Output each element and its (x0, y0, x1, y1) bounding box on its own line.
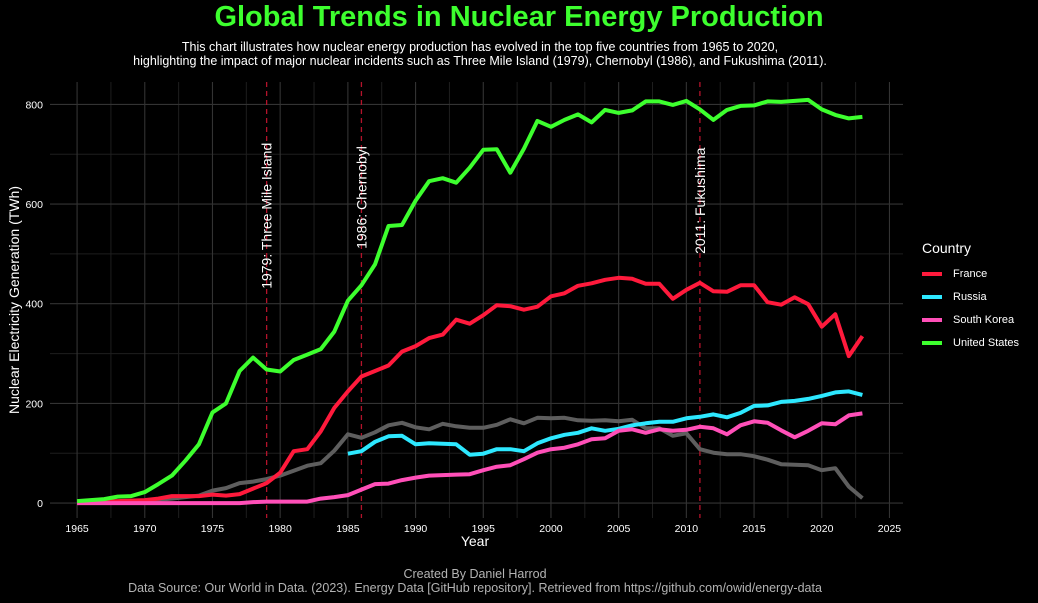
legend-swatch (922, 294, 942, 299)
x-tick-label: 2005 (607, 523, 631, 535)
grid (50, 82, 903, 518)
legend-title: Country (922, 240, 972, 256)
legend-label: Russia (953, 290, 987, 303)
subtitle-line-2: highlighting the impact of major nuclear… (133, 54, 827, 68)
y-tick-label: 400 (25, 299, 43, 311)
caption-credit: Created By Daniel Harrod (403, 567, 547, 581)
axis-ticks: 1965 1970 1975 1980 1985 1990 1995 2000 2005 2010… (25, 99, 901, 535)
legend-swatch (922, 271, 942, 276)
event-label: 1979: Three Mile Island (259, 143, 275, 289)
series-line-france (77, 275, 865, 505)
y-tick-label: 200 (25, 398, 43, 410)
subtitle-line-1: This chart illustrates how nuclear energ… (181, 40, 779, 54)
legend-label: France (953, 267, 988, 280)
x-tick-label: 2000 (539, 523, 563, 535)
event-labels: 1979: Three Mile Island 1986: Chernobyl 20… (259, 143, 708, 289)
chart-title: Global Trends in Nuclear Energy Producti… (214, 1, 824, 33)
x-tick-label: 1990 (404, 523, 428, 535)
legend-item-south-korea: South Korea (922, 308, 1019, 331)
legend-item-france: France (922, 262, 1019, 285)
legend-label: South Korea (953, 313, 1015, 326)
series-lines (76, 97, 865, 506)
x-tick-label: 2015 (742, 523, 766, 535)
y-tick-label: 800 (25, 99, 43, 111)
legend-swatch (922, 317, 942, 322)
x-tick-label: 1975 (201, 523, 225, 535)
x-tick-label: 2010 (675, 523, 699, 535)
legend-swatch (922, 340, 942, 345)
series-line-united-states (76, 97, 863, 504)
x-tick-label: 2025 (878, 523, 902, 535)
legend: Country France Russia South Korea United St… (922, 240, 1019, 354)
event-label: 2011: Fukushima (692, 147, 708, 254)
event-lines (265, 82, 701, 518)
x-axis-label: Year (461, 533, 490, 549)
x-tick-label: 1980 (268, 523, 292, 535)
y-tick-label: 0 (37, 498, 43, 510)
x-tick-label: 2020 (810, 523, 834, 535)
legend-item-united-states: United States (922, 331, 1019, 354)
legend-label: United States (953, 336, 1020, 349)
series-line-south-korea (77, 411, 863, 506)
x-tick-label: 1965 (65, 523, 89, 535)
x-tick-label: 1995 (472, 523, 496, 535)
x-tick-label: 1985 (336, 523, 360, 535)
x-tick-label: 1970 (133, 523, 157, 535)
series-line-other (77, 415, 864, 506)
legend-item-russia: Russia (922, 285, 1019, 308)
y-tick-label: 600 (25, 199, 43, 211)
caption-source: Data Source: Our World in Data. (2023). … (128, 581, 822, 595)
caption: Created By Daniel Harrod Data Source: Ou… (0, 567, 950, 595)
y-axis-label: Nuclear Electricity Generation (TWh) (6, 186, 22, 414)
event-label: 1986: Chernobyl (353, 146, 369, 249)
chart-subtitle: This chart illustrates how nuclear energ… (0, 40, 960, 68)
series-line-russia (347, 389, 863, 457)
